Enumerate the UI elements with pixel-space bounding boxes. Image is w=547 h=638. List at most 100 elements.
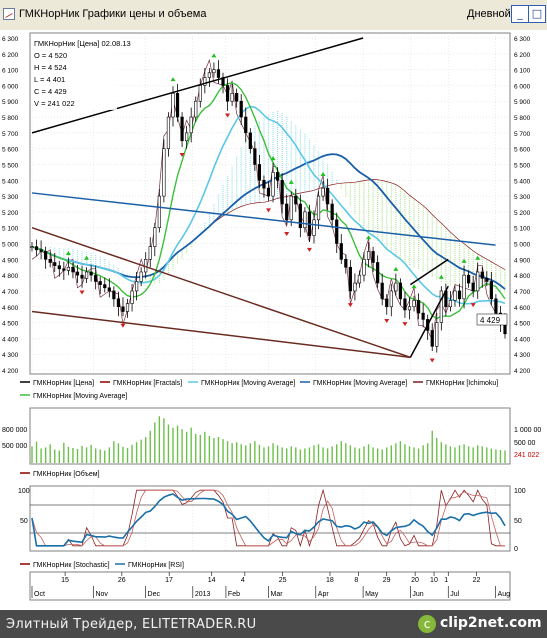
candle-body: [135, 281, 139, 292]
y-tick: 5 300: [2, 194, 19, 201]
candle-body: [194, 100, 198, 118]
y-tick: 6 000: [514, 83, 531, 90]
candle-body: [439, 290, 443, 323]
last-price-box: [476, 313, 508, 326]
candle-body: [207, 72, 211, 78]
candle-body: [139, 271, 143, 282]
candle-body: [171, 93, 175, 118]
day-tick: 14: [208, 577, 216, 584]
candle-body: [285, 203, 289, 221]
footer-bar: Элитный Трейдер, ELITETRADER.RU c clip2n…: [0, 610, 547, 638]
candle-body: [225, 85, 230, 102]
candle-body: [453, 290, 457, 301]
candle-body: [407, 306, 412, 311]
trendline: [31, 192, 496, 246]
fractal-down: [384, 318, 390, 323]
legend-item: ГМКНорНик [Moving Average]: [33, 393, 127, 400]
candle-body: [266, 187, 271, 197]
minimize-button[interactable]: _: [511, 5, 529, 23]
candle-body: [121, 306, 125, 312]
candle-body: [339, 243, 343, 260]
candle-body: [198, 85, 202, 102]
osc-tick: 0: [514, 546, 518, 553]
legend-item: ГМКНорНик [Fractals]: [113, 380, 182, 387]
fractal-down: [179, 152, 185, 157]
candle-body: [235, 93, 239, 102]
fractal-markers: [65, 53, 481, 363]
month-label: Aug: [498, 591, 511, 598]
info-line: V = 241 022: [34, 99, 75, 108]
candle-body: [216, 69, 221, 78]
candle-body: [462, 274, 466, 300]
fractal-down: [284, 232, 290, 237]
candle-body: [94, 274, 98, 282]
candle-body: [112, 290, 116, 300]
fractal-down: [225, 113, 231, 118]
candle-body: [316, 195, 321, 221]
day-tick: 20: [411, 577, 419, 584]
fractal-up: [461, 258, 467, 263]
candle-body: [362, 259, 366, 276]
osc-tick: 100: [514, 488, 526, 495]
candle-body: [435, 322, 439, 347]
y-tick: 4 600: [2, 305, 19, 312]
candle-body: [298, 203, 302, 229]
fractal-up: [438, 274, 444, 279]
y-tick: 6 300: [514, 36, 531, 43]
candle-body: [398, 282, 402, 300]
candle-body: [448, 300, 453, 308]
day-tick: 10: [430, 577, 438, 584]
candle-body: [185, 132, 189, 142]
candle-body: [394, 282, 398, 292]
y-tick: 4 200: [514, 368, 531, 375]
candle-body: [244, 116, 248, 134]
y-tick: 6 200: [2, 52, 19, 59]
candle-body: [480, 271, 484, 279]
candle-body: [280, 179, 284, 205]
candle-body: [421, 312, 425, 320]
fractal-down: [347, 303, 353, 308]
candle-body: [275, 172, 280, 181]
info-line: ГМКНорНик [Цена] 02.08.13: [34, 39, 131, 48]
candle-body: [330, 203, 334, 221]
day-tick: 4: [241, 577, 245, 584]
y-tick: 5 100: [2, 226, 19, 233]
month-label: Nov: [95, 591, 108, 598]
month-label: Oct: [34, 591, 45, 598]
y-tick: 6 100: [514, 68, 531, 75]
fractal-down: [120, 323, 126, 328]
candle-body: [321, 187, 325, 197]
last-price-label: 4 429: [480, 316, 501, 325]
candle-body: [294, 195, 298, 205]
month-label: Apr: [318, 591, 330, 598]
candle-body: [212, 69, 216, 74]
y-tick: 6 300: [2, 36, 19, 43]
fractal-down: [79, 290, 85, 295]
candle-body: [416, 300, 421, 314]
y-tick: 5 500: [514, 162, 531, 169]
month-label: Mar: [271, 591, 284, 598]
candle-body: [471, 282, 475, 292]
candle-body: [289, 195, 293, 221]
fractal-up: [475, 255, 481, 260]
candle-body: [371, 251, 375, 263]
y-tick: 5 700: [2, 131, 19, 138]
legend-item: ГМКНорНик [Объем]: [33, 470, 100, 478]
candle-body: [44, 251, 48, 260]
candle-body: [312, 219, 316, 236]
time-axis-ticks: 15 26 17 14 4 25 18 8 29 20 10 1 22 Oct Nov Dec 2013 Feb M…: [31, 572, 511, 598]
candle-body: [125, 303, 130, 312]
y-tick: 6 000: [2, 83, 19, 90]
candle-body: [162, 148, 166, 197]
fractal-up: [393, 266, 399, 271]
volume-bars: [31, 416, 506, 463]
fractal-up: [65, 251, 71, 256]
candle-body: [476, 271, 480, 292]
y-tick: 6 100: [2, 68, 19, 75]
candle-body: [467, 274, 471, 284]
period-selector[interactable]: Дневной: [467, 8, 511, 20]
maximize-button[interactable]: □: [528, 5, 546, 23]
month-label: Jun: [412, 591, 423, 598]
window-titlebar: ГМКНорНик Графики цены и объема Дневной …: [0, 0, 547, 31]
candle-body: [180, 116, 184, 142]
